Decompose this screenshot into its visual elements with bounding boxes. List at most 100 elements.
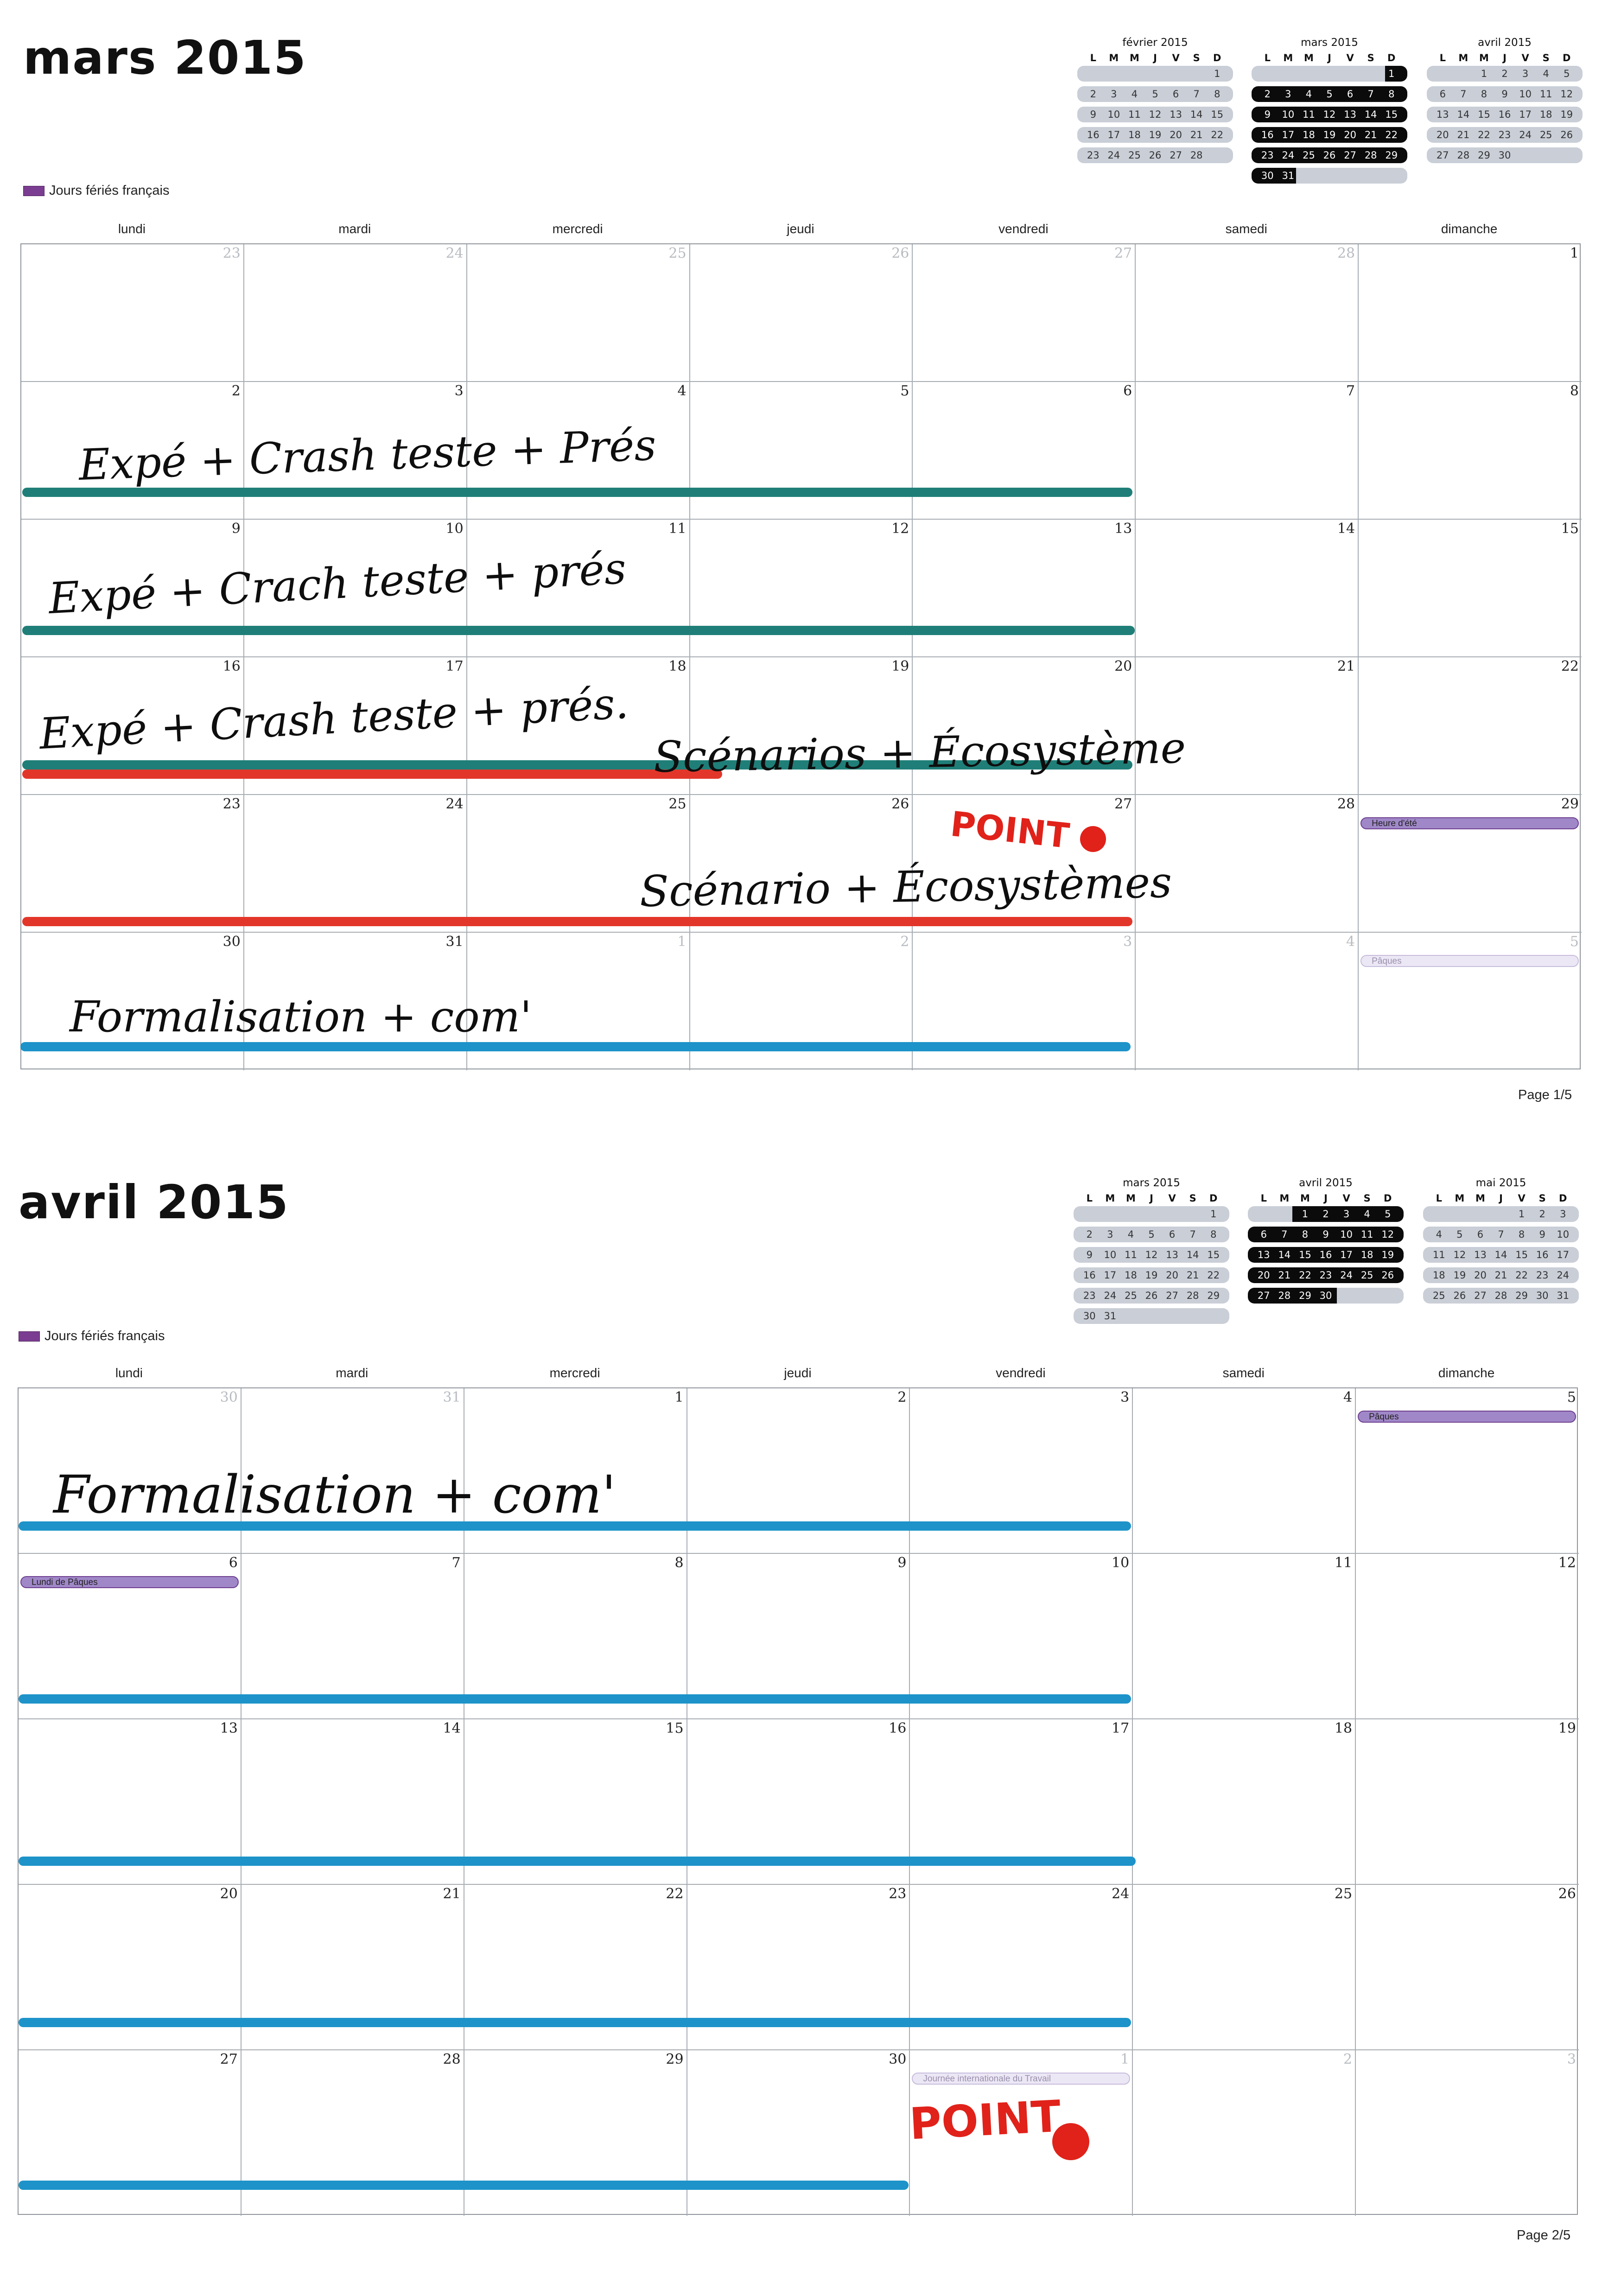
mini-day[interactable]: 15 bbox=[1211, 109, 1224, 120]
mini-day[interactable]: 6 bbox=[1347, 89, 1354, 100]
mini-day[interactable]: 9 bbox=[1090, 109, 1096, 120]
day-cell[interactable]: 17 bbox=[910, 1719, 1133, 1885]
mini-day[interactable]: 12 bbox=[1560, 89, 1573, 100]
mini-day[interactable]: 16 bbox=[1498, 109, 1511, 120]
mini-day[interactable]: 14 bbox=[1494, 1249, 1507, 1260]
mini-day[interactable]: 15 bbox=[1385, 109, 1398, 120]
day-cell[interactable]: 11 bbox=[1133, 1554, 1356, 1719]
mini-day[interactable]: 22 bbox=[1515, 1270, 1528, 1281]
day-cell[interactable]: 25 bbox=[1133, 1885, 1356, 2050]
mini-day[interactable]: 17 bbox=[1340, 1249, 1353, 1260]
mini-day[interactable]: 20 bbox=[1170, 129, 1182, 140]
mini-calendar[interactable]: avril 2015 L M M J V S D 1 2 3 4 5 6 7 8 9 10 11 12 13 14 15 16… bbox=[1427, 35, 1583, 168]
mini-day[interactable]: 2 bbox=[1539, 1208, 1545, 1220]
mini-day[interactable]: 22 bbox=[1299, 1270, 1311, 1281]
mini-day[interactable]: 25 bbox=[1125, 1290, 1137, 1301]
mini-day[interactable]: 27 bbox=[1166, 1290, 1178, 1301]
mini-day[interactable]: 15 bbox=[1299, 1249, 1311, 1260]
mini-day[interactable]: 20 bbox=[1257, 1270, 1270, 1281]
mini-day[interactable]: 25 bbox=[1539, 129, 1552, 140]
mini-day[interactable]: 6 bbox=[1172, 89, 1179, 100]
mini-day[interactable]: 11 bbox=[1360, 1229, 1373, 1240]
mini-day[interactable]: 13 bbox=[1474, 1249, 1487, 1260]
day-cell[interactable]: 2 bbox=[1133, 2050, 1356, 2216]
day-cell[interactable]: 25 bbox=[467, 244, 690, 382]
mini-week-row[interactable]: 9 10 11 12 13 14 15 bbox=[1252, 107, 1407, 122]
mini-day[interactable]: 2 bbox=[1264, 89, 1271, 100]
mini-day[interactable]: 16 bbox=[1083, 1270, 1096, 1281]
day-cell[interactable]: 26 bbox=[1356, 1885, 1579, 2050]
mini-day[interactable]: 19 bbox=[1145, 1270, 1158, 1281]
mini-day[interactable]: 1 bbox=[1518, 1208, 1525, 1220]
mini-calendar[interactable]: mars 2015 L M M J V S D 1 2 3 4 5 6 7 8 9 10 11 12 13 14 15 16 1… bbox=[1074, 1176, 1229, 1329]
day-cell[interactable]: 7 bbox=[1136, 382, 1359, 520]
day-cell[interactable]: 21 bbox=[241, 1885, 464, 2050]
mini-week-row[interactable]: 27 28 29 30 bbox=[1248, 1288, 1404, 1304]
mini-day[interactable]: 13 bbox=[1344, 109, 1356, 120]
mini-calendar[interactable]: mars 2015 L M M J V S D 1 2 3 4 5 6 7 8 9 10 11 12 13 14 15 16 1… bbox=[1252, 35, 1407, 188]
mini-day[interactable]: 3 bbox=[1111, 89, 1117, 100]
mini-day[interactable]: 5 bbox=[1564, 68, 1570, 79]
mini-week-row[interactable]: 13 14 15 16 17 18 19 bbox=[1427, 107, 1583, 122]
mini-day[interactable]: 10 bbox=[1107, 109, 1120, 120]
mini-day[interactable]: 19 bbox=[1560, 109, 1573, 120]
day-cell[interactable]: 2 bbox=[690, 933, 913, 1070]
mini-day[interactable]: 31 bbox=[1104, 1310, 1117, 1322]
mini-day[interactable]: 1 bbox=[1302, 1208, 1309, 1220]
mini-week-row[interactable]: 23 24 25 26 27 28 bbox=[1077, 147, 1233, 163]
mini-day[interactable]: 30 bbox=[1261, 170, 1274, 181]
mini-day[interactable]: 13 bbox=[1170, 109, 1182, 120]
mini-day[interactable]: 9 bbox=[1086, 1249, 1093, 1260]
mini-day[interactable]: 19 bbox=[1381, 1249, 1394, 1260]
day-cell[interactable]: 10 bbox=[244, 520, 467, 657]
mini-day[interactable]: 22 bbox=[1385, 129, 1398, 140]
day-cell[interactable]: 14 bbox=[241, 1719, 464, 1885]
day-cell[interactable]: 3 bbox=[1356, 2050, 1579, 2216]
mini-week-row[interactable]: 16 17 18 19 20 21 22 bbox=[1074, 1267, 1229, 1283]
mini-day[interactable]: 24 bbox=[1519, 129, 1532, 140]
day-cell[interactable]: 5 bbox=[690, 382, 913, 520]
mini-week-row[interactable]: 6 7 8 9 10 11 12 bbox=[1427, 86, 1583, 102]
mini-day[interactable]: 24 bbox=[1557, 1270, 1570, 1281]
mini-day[interactable]: 3 bbox=[1285, 89, 1291, 100]
mini-day[interactable]: 14 bbox=[1457, 109, 1470, 120]
mini-day[interactable]: 29 bbox=[1478, 150, 1490, 161]
day-cell[interactable]: 18 bbox=[1133, 1719, 1356, 1885]
mini-week-row[interactable]: 30 31 bbox=[1074, 1308, 1229, 1324]
mini-week-row[interactable]: 1 2 3 4 5 bbox=[1248, 1206, 1404, 1222]
mini-week-row[interactable]: 1 bbox=[1252, 66, 1407, 82]
mini-day[interactable]: 10 bbox=[1282, 109, 1295, 120]
mini-week-row[interactable]: 1 bbox=[1077, 66, 1233, 82]
mini-day[interactable]: 24 bbox=[1107, 150, 1120, 161]
mini-day[interactable]: 27 bbox=[1474, 1290, 1487, 1301]
mini-day[interactable]: 28 bbox=[1186, 1290, 1199, 1301]
mini-day[interactable]: 18 bbox=[1539, 109, 1552, 120]
mini-day[interactable]: 22 bbox=[1211, 129, 1224, 140]
holiday-event[interactable]: Journée internationale du Travail bbox=[912, 2073, 1131, 2085]
day-cell[interactable]: 30 bbox=[687, 2050, 910, 2216]
day-cell[interactable]: 24 bbox=[910, 1885, 1133, 2050]
day-cell[interactable]: 20 bbox=[19, 1885, 242, 2050]
mini-day[interactable]: 21 bbox=[1494, 1270, 1507, 1281]
day-cell[interactable]: 15 bbox=[464, 1719, 687, 1885]
day-cell[interactable]: 3 bbox=[244, 382, 467, 520]
mini-day[interactable]: 23 bbox=[1087, 150, 1100, 161]
day-cell[interactable]: 27 bbox=[19, 2050, 242, 2216]
mini-day[interactable]: 4 bbox=[1364, 1208, 1370, 1220]
day-cell[interactable]: 27 bbox=[913, 244, 1136, 382]
day-cell[interactable]: 4 bbox=[1133, 1388, 1356, 1554]
mini-day[interactable]: 27 bbox=[1344, 150, 1356, 161]
day-cell[interactable]: 9 bbox=[687, 1554, 910, 1719]
mini-day[interactable]: 11 bbox=[1539, 89, 1552, 100]
mini-day[interactable]: 9 bbox=[1264, 109, 1271, 120]
mini-day[interactable]: 3 bbox=[1343, 1208, 1350, 1220]
mini-day[interactable]: 6 bbox=[1477, 1229, 1484, 1240]
day-cell[interactable]: 1 bbox=[910, 2050, 1133, 2216]
day-cell[interactable]: 23 bbox=[21, 795, 244, 933]
mini-day[interactable]: 26 bbox=[1381, 1270, 1394, 1281]
mini-day[interactable]: 11 bbox=[1125, 1249, 1137, 1260]
mini-day[interactable]: 14 bbox=[1186, 1249, 1199, 1260]
day-cell[interactable]: 1 bbox=[1359, 244, 1582, 382]
mini-day[interactable]: 2 bbox=[1090, 89, 1096, 100]
mini-day[interactable]: 8 bbox=[1302, 1229, 1309, 1240]
